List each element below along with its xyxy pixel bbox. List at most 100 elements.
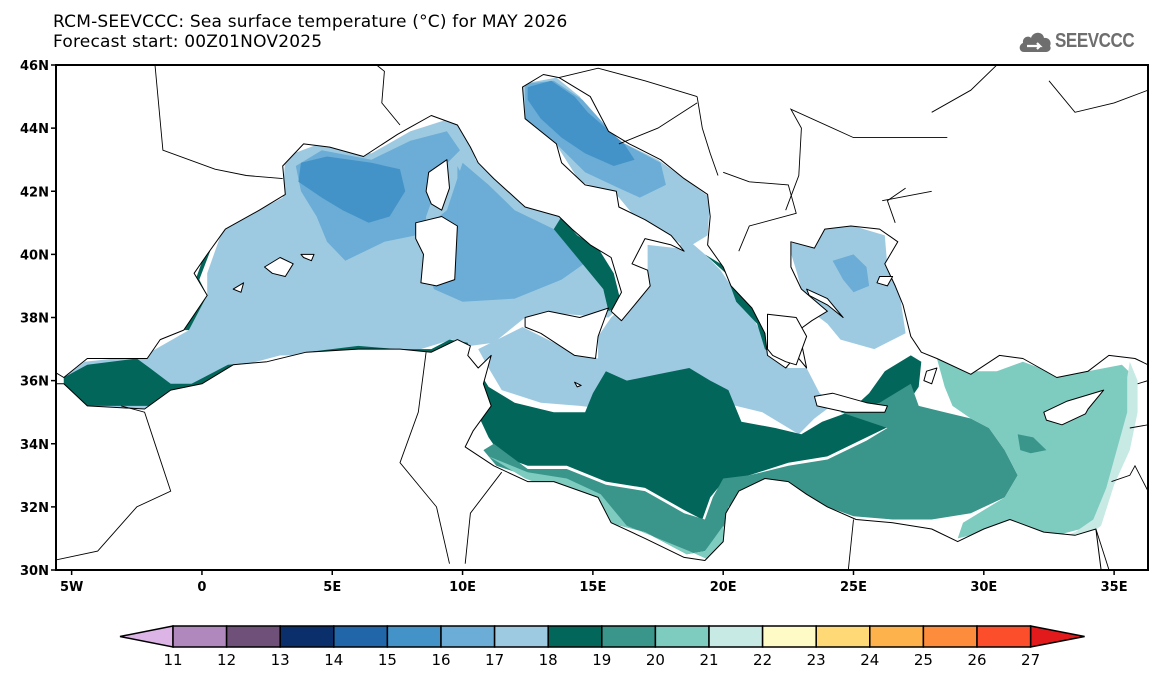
colorbar-label: 18 — [539, 651, 558, 669]
sst-ionian-east — [704, 254, 784, 362]
colorbar: 11 12 13 14 15 16 17 18 19 20 21 22 23 24 25 26 27 — [119, 625, 1085, 669]
x-tick-label: 10E — [449, 580, 476, 595]
land-ibiza — [232, 282, 245, 293]
y-tick-label: 44N — [20, 122, 49, 137]
land-sardinia — [415, 216, 458, 287]
colorbar-label: 22 — [753, 651, 772, 669]
sst-ionian — [478, 238, 836, 435]
colorbar-over-triangle — [1029, 625, 1085, 648]
y-tick-label: 32N — [20, 501, 49, 516]
land-corsica — [425, 159, 450, 211]
sst-alboran — [63, 339, 468, 406]
colorbar-label: 25 — [914, 651, 933, 669]
forecast-start: Forecast start: 00Z01NOV2025 — [53, 32, 323, 52]
land-lesbos — [876, 276, 894, 287]
x-tick-label: 35E — [1101, 580, 1128, 595]
sst-levant-coast — [1062, 361, 1138, 537]
colorbar-label: 16 — [431, 651, 450, 669]
land-peloponnese — [767, 313, 808, 366]
land-rhodes — [923, 367, 938, 385]
sst-tyrrhenian-east — [553, 216, 622, 312]
land-sicily — [524, 307, 609, 359]
colorbar-box — [761, 625, 817, 648]
colorbar-box — [279, 625, 335, 648]
country-border — [464, 471, 503, 564]
sst-sardinia-east — [454, 222, 471, 280]
y-tick-label: 40N — [20, 248, 49, 263]
colorbar-box — [708, 625, 764, 648]
country-border — [376, 65, 401, 126]
country-border — [399, 352, 450, 564]
y-tick-label: 42N — [20, 185, 49, 200]
x-tick-label: 25E — [840, 580, 867, 595]
x-tick-label: 0 — [197, 580, 206, 595]
colorbar-box — [922, 625, 978, 648]
country-border — [696, 96, 719, 176]
land-malta — [574, 381, 582, 388]
colorbar-box — [225, 625, 281, 648]
land-north-africa — [56, 339, 1102, 570]
colorbar-box — [547, 625, 603, 648]
colorbar-under-triangle — [119, 625, 174, 648]
colorbar-label: 24 — [860, 651, 879, 669]
colorbar-label: 11 — [163, 651, 182, 669]
logo-text: SEEVCCC — [1055, 29, 1135, 52]
land-cyprus — [1043, 389, 1105, 426]
y-tick-label: 46N — [20, 59, 49, 74]
land-menorca — [300, 253, 315, 262]
x-tick-label: 15E — [579, 580, 606, 595]
colorbar-box — [869, 625, 925, 648]
country-border — [1048, 80, 1148, 113]
colorbar-label: 13 — [271, 651, 290, 669]
country-border — [886, 187, 906, 223]
y-tick-label: 34N — [20, 438, 49, 453]
colorbar-box — [172, 625, 228, 648]
country-border — [1095, 528, 1110, 570]
country-border — [847, 519, 854, 570]
colorbar-label: 17 — [485, 651, 504, 669]
sst-aegean — [788, 226, 906, 350]
colorbar-label: 21 — [699, 651, 718, 669]
colorbar-label: 27 — [1021, 651, 1040, 669]
colorbar-label: 20 — [646, 651, 665, 669]
colorbar-label: 14 — [324, 651, 343, 669]
land-mallorca — [264, 257, 294, 277]
colorbar-box — [976, 625, 1032, 648]
land-euboea — [806, 288, 844, 318]
sst-central-south — [473, 355, 922, 520]
country-border — [1111, 464, 1148, 492]
sst-levantine-west — [483, 383, 1018, 555]
colorbar-box — [440, 625, 496, 648]
colorbar-box — [815, 625, 871, 648]
country-border — [1137, 380, 1148, 385]
land-crete — [813, 392, 888, 413]
y-axis: 46N 44N 42N 40N 38N 36N 34N 32N 30N — [20, 59, 56, 579]
y-tick-label: 38N — [20, 312, 49, 327]
x-tick-label: 20E — [710, 580, 737, 595]
country-border — [154, 65, 283, 180]
x-axis: 5W 0 5E 10E 15E 20E 25E 30E 35E — [60, 570, 1128, 595]
coastlines — [56, 65, 1148, 570]
country-border — [723, 171, 797, 252]
sst-levantine-patch — [1017, 434, 1047, 454]
sst-gulf-of-lion — [298, 156, 406, 223]
colorbar-label: 19 — [592, 651, 611, 669]
x-tick-label: 5E — [323, 580, 341, 595]
country-border — [931, 65, 998, 113]
cloud-arrow-icon — [1019, 32, 1051, 52]
y-tick-label: 30N — [20, 564, 49, 579]
colorbar-label: 15 — [378, 651, 397, 669]
colorbar-box — [601, 625, 657, 648]
sst-tyrrhenian-west — [457, 166, 546, 299]
colorbar-label: 23 — [807, 651, 826, 669]
x-tick-label: 5W — [60, 580, 83, 595]
colorbar-box — [493, 625, 549, 648]
sst-adriatic-north — [527, 80, 635, 166]
sst-aegean-north — [832, 254, 870, 293]
colorbar-box — [333, 625, 389, 648]
country-border — [785, 108, 948, 211]
country-border — [618, 102, 698, 145]
country-border — [1129, 424, 1148, 429]
country-border — [558, 67, 698, 98]
